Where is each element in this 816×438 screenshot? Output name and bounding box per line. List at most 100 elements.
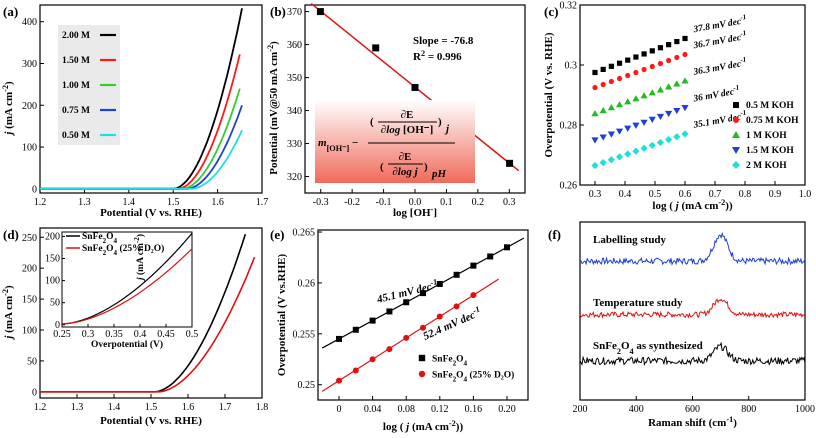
panel-c-legend-label: 2 M KOH [746, 161, 787, 171]
panel-e-point [487, 253, 494, 260]
panel-d-legend-label: SnFe2O4 [82, 232, 118, 245]
panel-c-point [665, 136, 673, 144]
inset-ylabel: j (mA cm-2) [133, 234, 146, 282]
panel-d-ytick-label: 250 [22, 233, 37, 244]
panel-a-ytick-label: 0 [32, 184, 37, 195]
panel-e-point [436, 280, 443, 287]
equation-den-top: ∂E [399, 151, 412, 163]
panel-d-xtick-label: 1.7 [219, 402, 232, 413]
panel-c-point [625, 72, 631, 79]
panel-c-point [648, 89, 656, 96]
panel-c-point [665, 83, 673, 90]
panel-c-point [599, 134, 607, 141]
panel-c-ytick-label: 0.3 [565, 61, 578, 72]
panel-a-xtick-label: 1.5 [167, 197, 180, 208]
panel-d-ytick-label: 50 [27, 356, 37, 367]
panel-c-point [633, 69, 639, 76]
panel-c-point [632, 147, 640, 155]
panel-e-legend-marker [418, 354, 426, 362]
panel-a-ytick-label: 100 [22, 143, 37, 154]
panel-c-point [681, 105, 689, 112]
panel-e-point [453, 303, 460, 310]
panel-c-point [616, 60, 623, 66]
panel-c-xtick-label: 0.6 [679, 189, 692, 200]
panel-e-point [420, 290, 426, 297]
panel-c-point [657, 45, 664, 51]
panel-f-label-temperature: Temperature study [593, 297, 683, 309]
panel-b-ytick-label: 340 [287, 106, 302, 117]
panel-c-point [649, 48, 655, 54]
panel-f-label-synthesized: SnFe2O4 as synthesized [593, 340, 703, 356]
panel-f-frame [579, 221, 806, 401]
panel-c-point [591, 110, 599, 117]
panel-a-ytick-label: 200 [22, 101, 37, 112]
panel-a-ylabel: j (mA cm-2) [1, 81, 16, 137]
panel-a-xtick-label: 1.4 [123, 197, 136, 208]
panel-c-point [633, 54, 639, 60]
panel-c-legend-label: 1.5 M KOH [746, 146, 794, 156]
panel-e-point [470, 292, 477, 299]
panel-c-slope-label: 36 mV dec-1 [691, 83, 740, 104]
panel-c-point [607, 131, 615, 138]
panel-b-r2-text: R2 = 0.996 [413, 49, 462, 64]
panel-b-ytick-label: 330 [287, 139, 302, 150]
panel-d-ylabel: j (mA cm-2) [1, 285, 16, 341]
panel-c-xtick-label: 0.9 [769, 189, 782, 200]
panel-f-spectrum [579, 231, 806, 266]
panel-b-ytick-label: 350 [287, 73, 302, 84]
panel-a-legend-label: 1.50 M [62, 56, 90, 66]
panel-c-point [666, 42, 672, 48]
equation-num-sub: j [444, 123, 450, 135]
panel-c-point [656, 138, 665, 147]
panel-e-point [336, 377, 342, 384]
equation-den-bottom: ∂log j [392, 166, 418, 178]
panel-b-ytick-label: 370 [287, 7, 302, 18]
panel-e-point [352, 367, 359, 374]
panel-e-point [453, 271, 460, 278]
panel-c-point [681, 77, 689, 84]
panel-c-point [656, 113, 665, 121]
equation-paren: ) [438, 116, 442, 128]
panel-f-label: (f) [548, 227, 561, 242]
panel-e-ytick-label: 0.265 [293, 228, 316, 239]
panel-f-xtick-label: 200 [573, 404, 588, 415]
inset-xtick-label: 0.25 [53, 329, 71, 340]
panel-a-frame [39, 4, 263, 194]
panel-c-point [641, 51, 647, 57]
panel-b-xtick-label: 0.3 [503, 197, 516, 208]
panel-e-axes: 0 0.04 0.08 0.12 0.16 0.200.250.2550.260.2654… [270, 227, 529, 433]
panel-f-spectrum [579, 298, 806, 319]
panel-e-xtick-label: 0.08 [397, 404, 415, 415]
panel-d-ytick-label: 0 [32, 387, 37, 398]
panel-f-xtick-label: 1000 [795, 404, 815, 415]
panel-c-point [641, 66, 647, 73]
inset-ytick-label: 0 [55, 320, 60, 331]
panel-c-point [657, 60, 664, 67]
panel-c-legend-label: 1 M KOH [746, 131, 787, 141]
panel-d-xtick-label: 1.8 [256, 402, 269, 413]
panel-c-point [674, 38, 680, 45]
panel-a-xtick-label: 1.7 [256, 197, 269, 208]
panel-c-point [649, 63, 655, 70]
panel-c-point [673, 107, 681, 115]
panel-a-ytick-label: 300 [22, 59, 37, 70]
panel-e-fit-line [321, 278, 499, 392]
panel-c-xtick-label: 0.5 [649, 189, 662, 200]
panel-e-point [504, 244, 510, 251]
panel-b-ytick-label: 320 [287, 172, 302, 183]
panel-c-point [624, 98, 632, 105]
panel-c-legend-marker [732, 131, 740, 138]
panel-f-xtick-label: 800 [741, 404, 756, 415]
equation-lhs: m[OH⁻] − [318, 137, 358, 153]
panel-c-legend-label: 0.75 M KOH [746, 116, 799, 126]
panel-c-legend-label: 0.5 M KOH [746, 101, 794, 111]
inset-ytick-label: 150 [45, 254, 60, 265]
panel-c-point [656, 86, 665, 93]
equation-den-sub: pH [431, 168, 447, 180]
panel-c-point [682, 51, 688, 58]
equation-paren: ) [424, 161, 428, 173]
panel-b-point [506, 159, 514, 167]
panel-e-point [403, 299, 410, 306]
equation-paren: ( [380, 161, 384, 173]
panel-e-point [470, 262, 477, 269]
